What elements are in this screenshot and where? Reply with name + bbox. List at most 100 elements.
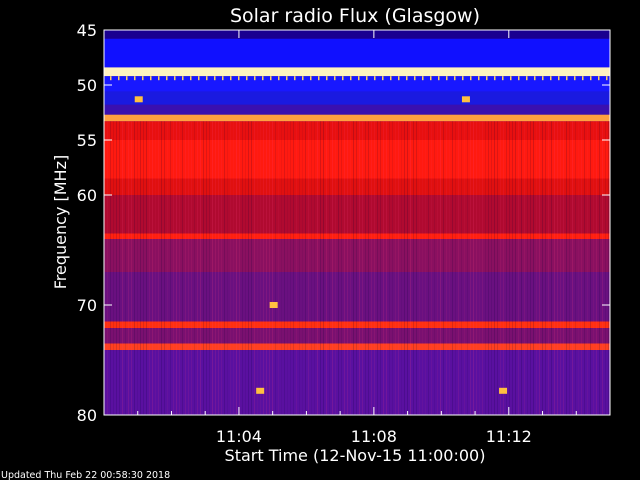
noise-streak [143,121,144,416]
noise-streak [353,121,354,416]
periodic-pip [590,76,592,81]
noise-streak [347,121,348,416]
periodic-pip [470,76,472,81]
periodic-pip [518,76,520,81]
y-tick-label: 55 [77,131,97,150]
noise-streak [302,121,303,416]
periodic-pip [134,76,136,81]
noise-streak [446,121,447,416]
noise-streak [584,121,585,416]
noise-streak [587,121,588,416]
noise-streak [119,121,120,416]
noise-streak [509,121,510,416]
periodic-pip [118,76,120,81]
noise-streak [434,121,435,416]
frequency-band-5 [104,104,610,115]
noise-streak [431,121,432,416]
noise-streak [479,121,480,416]
periodic-pip [206,76,208,81]
noise-streak [464,121,465,416]
periodic-pip [294,76,296,81]
noise-streak [272,121,273,416]
noise-streak [515,121,516,416]
noise-streak [581,121,582,416]
time-streaks [104,76,609,416]
noise-streak [260,121,261,416]
frequency-band-4 [104,91,610,105]
noise-streak [392,121,393,416]
frequency-band-16 [104,343,610,351]
noise-streak [404,121,405,416]
periodic-pip [334,76,336,81]
burst-0 [256,387,265,394]
noise-streak [380,121,381,416]
noise-streak [308,121,309,416]
frequency-band-12 [104,239,610,272]
periodic-pip [270,76,272,81]
noise-streak [329,121,330,416]
noise-streak [281,121,282,416]
noise-streak [185,121,186,416]
periodic-pip [422,76,424,81]
noise-streak [332,121,333,416]
noise-streak [266,121,267,416]
periodic-pip [542,76,544,81]
noise-streak [527,121,528,416]
noise-streak [110,121,111,416]
noise-streak [473,121,474,416]
periodic-pip [318,76,320,81]
y-tick-label: 45 [77,21,97,40]
noise-streak [500,121,501,416]
noise-streak [539,121,540,416]
noise-streak [326,121,327,416]
noise-streak [170,121,171,416]
noise-streak [206,121,207,416]
periodic-pip [126,76,128,81]
periodic-pip [558,76,560,81]
periodic-pip [230,76,232,81]
noise-streak [296,121,297,416]
periodic-pip [430,76,432,81]
periodic-pip [486,76,488,81]
noise-streak [320,121,321,416]
noise-streak [338,121,339,416]
frequency-band-7 [104,121,610,140]
noise-streak [590,121,591,416]
frequency-band-1 [104,38,610,68]
noise-streak [239,121,240,416]
y-tick-label: 50 [77,76,97,95]
periodic-pip [446,76,448,81]
noise-streak [383,121,384,416]
noise-streak [368,121,369,416]
noise-streak [344,121,345,416]
noise-streak [248,121,249,416]
noise-streak [140,121,141,416]
noise-streak [233,121,234,416]
noise-streak [575,121,576,416]
periodic-pip [494,76,496,81]
noise-streak [146,121,147,416]
noise-streak [221,121,222,416]
periodic-pip [342,76,344,81]
periodic-pip [366,76,368,81]
periodic-pip [502,76,504,81]
periodic-pip [358,76,360,81]
noise-streak [557,121,558,416]
noise-streak [203,121,204,416]
noise-streak [131,121,132,416]
chart-title: Solar radio Flux (Glasgow) [230,5,480,27]
y-axis-ticks: 45 50 55 60 70 80 [77,21,610,425]
x-tick-label: 11:12 [486,427,532,446]
noise-streak [524,121,525,416]
noise-streak [287,121,288,416]
noise-streak [149,121,150,416]
burst-1 [499,387,508,394]
noise-streak [422,121,423,416]
periodic-pip [310,76,312,81]
noise-streak [608,121,609,416]
y-tick-label: 80 [77,406,97,425]
periodic-pip [150,76,152,81]
noise-streak [167,121,168,416]
periodic-pip [326,76,328,81]
